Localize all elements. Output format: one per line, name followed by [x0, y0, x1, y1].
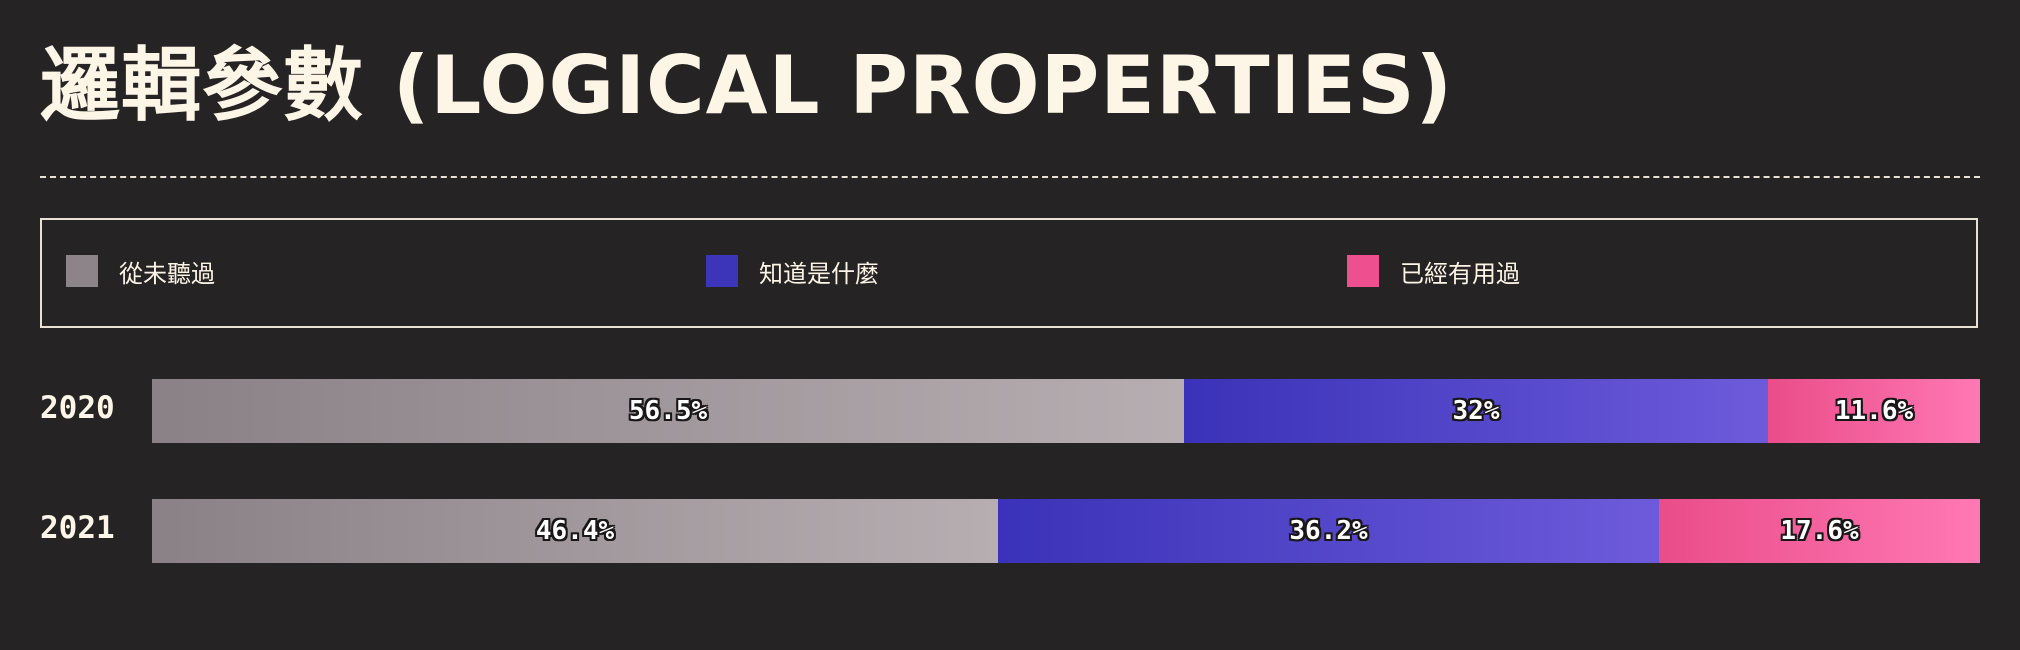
row-label-2020: 2020: [40, 390, 115, 426]
bar-segment-2020-know-what-it-is: 32%: [1184, 379, 1768, 443]
legend-swatch-have-used: [1347, 255, 1379, 287]
data-label-2020-never-heard: 56.5%: [628, 396, 708, 426]
data-label-2020-know-what-it-is: 32%: [1452, 396, 1500, 426]
chart-title: 邏輯參數 (LOGICAL PROPERTIES): [40, 39, 1454, 132]
legend-swatch-know-what-it-is: [706, 255, 738, 287]
data-label-2021-never-heard: 46.4%: [535, 516, 615, 546]
legend-swatch-never-heard: [66, 255, 98, 287]
legend-label-never-heard: 從未聽過: [119, 259, 215, 288]
legend: 從未聽過 知道是什麼 已經有用過: [40, 218, 1978, 328]
bar-segment-2021-have-used: 17.6%: [1659, 499, 1980, 563]
legend-item-know-what-it-is[interactable]: 知道是什麼: [706, 254, 879, 288]
row-label-2021: 2021: [40, 510, 115, 546]
bar-segment-2020-have-used: 11.6%: [1768, 379, 1980, 443]
legend-label-know-what-it-is: 知道是什麼: [759, 259, 879, 288]
data-label-2021-have-used: 17.6%: [1780, 516, 1859, 546]
data-label-2021-know-what-it-is: 36.2%: [1289, 516, 1368, 546]
bar-segment-2021-never-heard: 46.4%: [152, 499, 998, 563]
bar-track-2021: 46.4% 36.2% 17.6%: [152, 499, 1980, 563]
title-divider: [40, 176, 1980, 178]
bar-track-2020: 56.5% 32% 11.6%: [152, 379, 1980, 443]
bar-segment-2020-never-heard: 56.5%: [152, 379, 1184, 443]
legend-item-never-heard[interactable]: 從未聽過: [66, 254, 215, 288]
data-label-2020-have-used: 11.6%: [1834, 396, 1914, 426]
legend-item-have-used[interactable]: 已經有用過: [1347, 254, 1520, 288]
bar-segment-2021-know-what-it-is: 36.2%: [998, 499, 1659, 563]
legend-label-have-used: 已經有用過: [1400, 259, 1520, 288]
